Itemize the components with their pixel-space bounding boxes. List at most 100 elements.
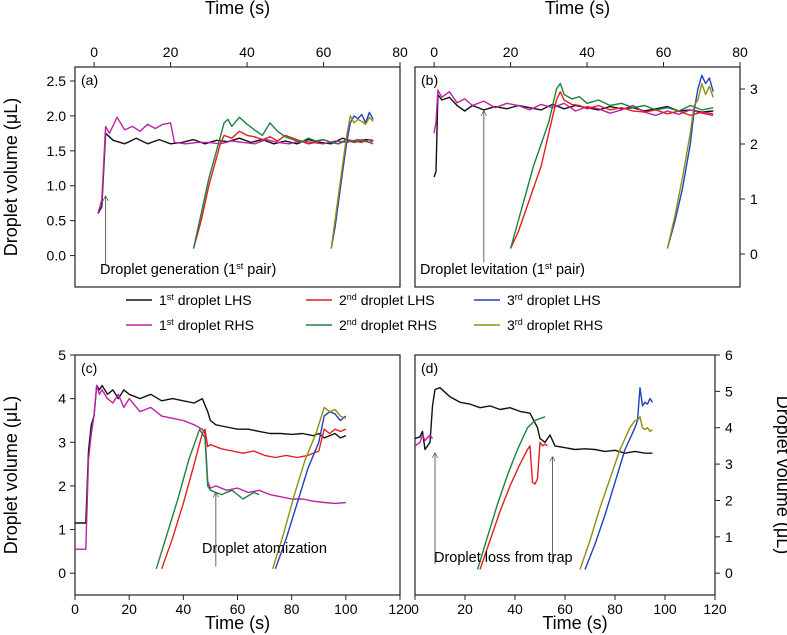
x-tick-label: 80 bbox=[607, 601, 623, 617]
x-tick-label: 120 bbox=[388, 601, 412, 617]
series-line-lhs1 bbox=[415, 387, 653, 454]
series-line-rhs1 bbox=[415, 434, 434, 447]
y-tick-label: 6 bbox=[725, 347, 733, 363]
x-tick-label: 60 bbox=[557, 601, 573, 617]
y-tick-label: 2 bbox=[750, 136, 758, 152]
y-tick-label: 4 bbox=[725, 420, 733, 436]
x-tick-label: 0 bbox=[411, 601, 419, 617]
legend-label: 1st droplet LHS bbox=[159, 292, 252, 308]
panel-label: (a) bbox=[81, 72, 98, 88]
legend-label: 3rd droplet RHS bbox=[507, 317, 603, 333]
legend-label: 2nd droplet LHS bbox=[339, 292, 435, 308]
series-line-lhs3 bbox=[330, 111, 374, 249]
series-line-rhs1 bbox=[97, 116, 374, 214]
x-tick-label: 60 bbox=[656, 44, 672, 60]
x-tick-label: 40 bbox=[507, 601, 523, 617]
legend: 1st droplet LHS 2nd droplet LHS 3rd drople… bbox=[126, 292, 603, 333]
annotation-text: Droplet atomization bbox=[202, 541, 327, 557]
x-tick-label: 20 bbox=[503, 44, 519, 60]
y-axis-title: Droplet volume (μL) bbox=[773, 396, 787, 554]
panel-c: (c) 0 20 40 60 80 100 120 Time (s) 0 1 2 3 4 5 Droplet … bbox=[1, 347, 412, 633]
x-tick-label: 100 bbox=[653, 601, 677, 617]
series-line-rhs3 bbox=[272, 406, 347, 570]
y-tick-label: 2.0 bbox=[47, 108, 67, 124]
series-group bbox=[97, 111, 374, 249]
legend-item-rhs2: 2nd droplet RHS bbox=[306, 317, 437, 333]
y-tick-label: 3 bbox=[750, 81, 758, 97]
y-tick-label: 0 bbox=[58, 565, 66, 581]
panel-label: (d) bbox=[421, 360, 438, 376]
x-tick-label: 40 bbox=[239, 44, 255, 60]
y-tick-label: 1.0 bbox=[47, 178, 67, 194]
panel-a: (a) 0 20 40 60 80 Time (s) 0.0 0.5 1.0 1.5 2.0 2.5 Dr… bbox=[1, 0, 408, 288]
series-line-lhs2 bbox=[161, 428, 347, 570]
legend-item-rhs1: 1st droplet RHS bbox=[126, 317, 254, 333]
legend-label: 3rd droplet LHS bbox=[507, 292, 601, 308]
x-tick-label: 100 bbox=[334, 601, 358, 617]
series-line-lhs3 bbox=[666, 74, 714, 249]
x-tick-label: 80 bbox=[284, 601, 300, 617]
x-tick-label: 60 bbox=[230, 601, 246, 617]
series-group bbox=[75, 384, 347, 570]
x-axis-title: Time (s) bbox=[205, 613, 270, 633]
y-tick-label: 1.5 bbox=[47, 143, 67, 159]
y-tick-label: 1 bbox=[725, 529, 733, 545]
y-tick-label: 4 bbox=[58, 391, 66, 407]
legend-item-rhs3: 3rd droplet RHS bbox=[474, 317, 603, 333]
series-line-lhs1 bbox=[433, 93, 714, 178]
series-line-lhs1 bbox=[97, 132, 374, 215]
legend-item-lhs2: 2nd droplet LHS bbox=[306, 292, 435, 308]
y-tick-label: 0.5 bbox=[47, 213, 67, 229]
legend-item-lhs3: 3rd droplet LHS bbox=[474, 292, 601, 308]
x-tick-label: 80 bbox=[392, 44, 408, 60]
plot-frame bbox=[74, 66, 401, 288]
y-axis-title: Droplet volume (μL) bbox=[1, 98, 21, 256]
x-tick-label: 60 bbox=[316, 44, 332, 60]
annotation-text: Droplet generation (1st pair) bbox=[100, 261, 276, 278]
y-axis-title: Droplet volume (μL) bbox=[1, 396, 21, 554]
series-group bbox=[433, 74, 714, 249]
y-tick-label: 2.5 bbox=[47, 73, 67, 89]
y-tick-label: 2 bbox=[725, 492, 733, 508]
series-line-lhs2 bbox=[479, 441, 548, 570]
x-tick-label: 20 bbox=[163, 44, 179, 60]
x-tick-label: 20 bbox=[457, 601, 473, 617]
legend-label: 2nd droplet RHS bbox=[339, 317, 437, 333]
series-line-rhs3 bbox=[330, 115, 374, 249]
y-tick-label: 3 bbox=[725, 456, 733, 472]
series-line-rhs2 bbox=[476, 416, 546, 570]
y-tick-label: 0 bbox=[750, 246, 758, 262]
y-tick-label: 0.0 bbox=[47, 248, 67, 264]
y-tick-label: 0 bbox=[725, 565, 733, 581]
x-tick-label: 0 bbox=[90, 44, 98, 60]
series-line-rhs1 bbox=[75, 384, 346, 550]
series-line-rhs2 bbox=[192, 116, 374, 249]
y-tick-label: 5 bbox=[58, 347, 66, 363]
y-tick-label: 2 bbox=[58, 478, 66, 494]
series-line-rhs3 bbox=[666, 82, 714, 249]
panel-label: (b) bbox=[421, 72, 438, 88]
x-tick-label: 120 bbox=[703, 601, 727, 617]
series-line-rhs2 bbox=[155, 428, 260, 570]
legend-item-lhs1: 1st droplet LHS bbox=[126, 292, 252, 308]
x-tick-label: 40 bbox=[579, 44, 595, 60]
y-tick-label: 1 bbox=[750, 191, 758, 207]
y-tick-label: 1 bbox=[58, 522, 66, 538]
series-group bbox=[415, 387, 654, 570]
series-line-rhs1 bbox=[433, 89, 714, 134]
plot-frame bbox=[414, 66, 741, 288]
x-axis-title: Time (s) bbox=[545, 0, 610, 18]
series-line-lhs3 bbox=[584, 387, 654, 570]
x-tick-label: 0 bbox=[71, 601, 79, 617]
series-line-lhs3 bbox=[274, 411, 347, 570]
series-line-lhs2 bbox=[509, 91, 714, 249]
series-line-rhs3 bbox=[579, 416, 653, 570]
series-line-lhs1 bbox=[75, 384, 347, 524]
x-tick-label: 40 bbox=[176, 601, 192, 617]
x-tick-label: 0 bbox=[430, 44, 438, 60]
annotation-text: Droplet loss from trap bbox=[434, 550, 573, 566]
x-axis-title: Time (s) bbox=[205, 0, 270, 18]
